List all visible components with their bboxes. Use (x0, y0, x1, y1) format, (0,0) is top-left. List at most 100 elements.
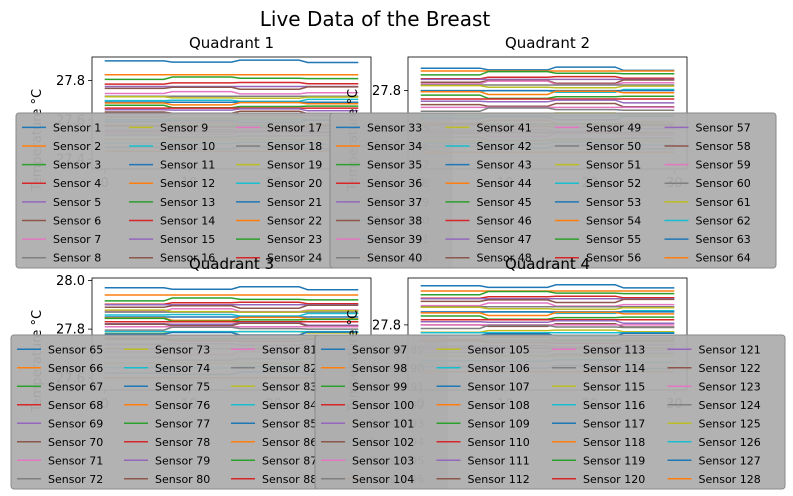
legend-entry: Sensor 38 (367, 214, 422, 227)
legend-entry: Sensor 14 (160, 214, 215, 227)
legend-entry: Sensor 99 (352, 380, 407, 393)
legend-entry: Sensor 20 (267, 177, 322, 190)
legend-entry: Sensor 17 (267, 121, 322, 134)
legend-entry: Sensor 121 (699, 343, 761, 356)
legend-entry: Sensor 107 (468, 380, 530, 393)
legend-entry: Sensor 101 (352, 417, 414, 430)
legend-entry: Sensor 128 (699, 473, 761, 486)
series-line-sensor-103 (420, 302, 675, 307)
series-line-sensor-13 (104, 104, 359, 109)
legend-entry: Sensor 1 (53, 121, 101, 134)
legend-entry: Sensor 39 (367, 233, 422, 246)
legend-entry: Sensor 85 (262, 417, 317, 430)
legend-entry: Sensor 6 (53, 214, 101, 227)
legend-entry: Sensor 110 (468, 436, 530, 449)
legend-entry: Sensor 37 (367, 196, 422, 209)
subplot-title: Quadrant 1 (189, 34, 274, 52)
legend-entry: Sensor 120 (583, 473, 645, 486)
series-line-sensor-85 (104, 331, 359, 336)
legend-entry: Sensor 49 (586, 121, 641, 134)
legend-entry: Sensor 60 (696, 177, 751, 190)
legend-entry: Sensor 79 (155, 454, 210, 467)
quadrant-4: 010203027.8Temperature °CQuadrant 4Senso… (314, 255, 786, 490)
series-line-sensor-99 (420, 290, 675, 296)
figure-title: Live Data of the Breast (260, 7, 491, 31)
legend-entry: Sensor 64 (696, 252, 751, 265)
legend-entry: Sensor 88 (262, 473, 317, 486)
y-tick-label: 28.0 (56, 274, 85, 289)
series-line-sensor-105 (420, 306, 675, 311)
series-line-sensor-115 (420, 329, 675, 333)
series-line-sensor-100 (420, 295, 675, 300)
legend-entry: Sensor 111 (468, 454, 530, 467)
series-line-sensor-48 (420, 102, 675, 108)
legend-entry: Sensor 112 (468, 473, 530, 486)
series-line-sensor-47 (420, 99, 675, 104)
series-line-sensor-109 (420, 315, 675, 320)
legend-entry: Sensor 118 (583, 436, 645, 449)
series-line-sensor-12 (104, 101, 359, 106)
legend-entry: Sensor 81 (262, 343, 317, 356)
series-line-sensor-6 (104, 86, 359, 90)
series-line-sensor-1 (104, 59, 359, 64)
legend-entry: Sensor 125 (699, 417, 761, 430)
legend-entry: Sensor 36 (367, 177, 422, 190)
legend-entry: Sensor 59 (696, 159, 751, 172)
legend-entry: Sensor 24 (267, 252, 322, 265)
legend-entry: Sensor 105 (468, 343, 530, 356)
legend-entry: Sensor 108 (468, 399, 530, 412)
quadrant-2: 010203027.627.8Temperature °CQuadrant 2S… (329, 34, 777, 269)
legend-entry: Sensor 77 (155, 417, 210, 430)
series-line-sensor-102 (420, 298, 675, 304)
series-line-sensor-9 (104, 95, 359, 100)
series-line-sensor-50 (420, 107, 675, 113)
series-line-sensor-65 (104, 286, 359, 291)
legend-entry: Sensor 15 (160, 233, 215, 246)
y-tick-label: 27.8 (372, 84, 401, 99)
series-line-sensor-70 (104, 304, 359, 309)
legend-entry: Sensor 75 (155, 380, 210, 393)
legend-entry: Sensor 61 (696, 196, 751, 209)
legend-entry: Sensor 80 (155, 473, 210, 486)
series-line-sensor-114 (420, 324, 675, 330)
legend-entry: Sensor 100 (352, 399, 414, 412)
legend-entry: Sensor 19 (267, 159, 322, 172)
legend-entry: Sensor 18 (267, 140, 322, 153)
series-line-sensor-68 (104, 301, 359, 306)
legend-entry: Sensor 65 (48, 343, 103, 356)
legend-entry: Sensor 114 (583, 362, 645, 375)
legend-entry: Sensor 123 (699, 380, 761, 393)
legend-entry: Sensor 63 (696, 233, 751, 246)
legend-entry: Sensor 7 (53, 233, 101, 246)
series-line-sensor-7 (104, 90, 359, 95)
series-line-sensor-41 (420, 84, 675, 89)
series-line-sensor-3 (104, 76, 359, 81)
legend-entry: Sensor 98 (352, 362, 407, 375)
legend-entry: Sensor 73 (155, 343, 210, 356)
legend-entry: Sensor 43 (477, 159, 532, 172)
legend-entry: Sensor 13 (160, 196, 215, 209)
series-line-sensor-35 (420, 70, 675, 76)
legend-entry: Sensor 124 (699, 399, 761, 412)
legend-entry: Sensor 103 (352, 454, 414, 467)
series-line-sensor-67 (104, 297, 359, 302)
series-line-sensor-44 (420, 90, 675, 96)
series-line-sensor-33 (420, 66, 675, 72)
legend-entry: Sensor 122 (699, 362, 761, 375)
legend-entry: Sensor 56 (586, 252, 641, 265)
legend-entry: Sensor 83 (262, 380, 317, 393)
legend-entry: Sensor 4 (53, 177, 101, 190)
legend-entry: Sensor 23 (267, 233, 322, 246)
legend-entry: Sensor 52 (586, 177, 641, 190)
legend: Sensor 97 Sensor 98 Sensor 99 Sensor 100 Sen… (314, 334, 786, 490)
legend-entry: Sensor 48 (477, 252, 532, 265)
legend-entry: Sensor 76 (155, 399, 210, 412)
legend-entry: Sensor 102 (352, 436, 414, 449)
legend-entry: Sensor 78 (155, 436, 210, 449)
legend-entry: Sensor 62 (696, 214, 751, 227)
series-line-sensor-45 (420, 94, 675, 100)
legend-entry: Sensor 113 (583, 343, 645, 356)
series-line-sensor-73 (104, 309, 359, 313)
legend-entry: Sensor 116 (583, 399, 645, 412)
